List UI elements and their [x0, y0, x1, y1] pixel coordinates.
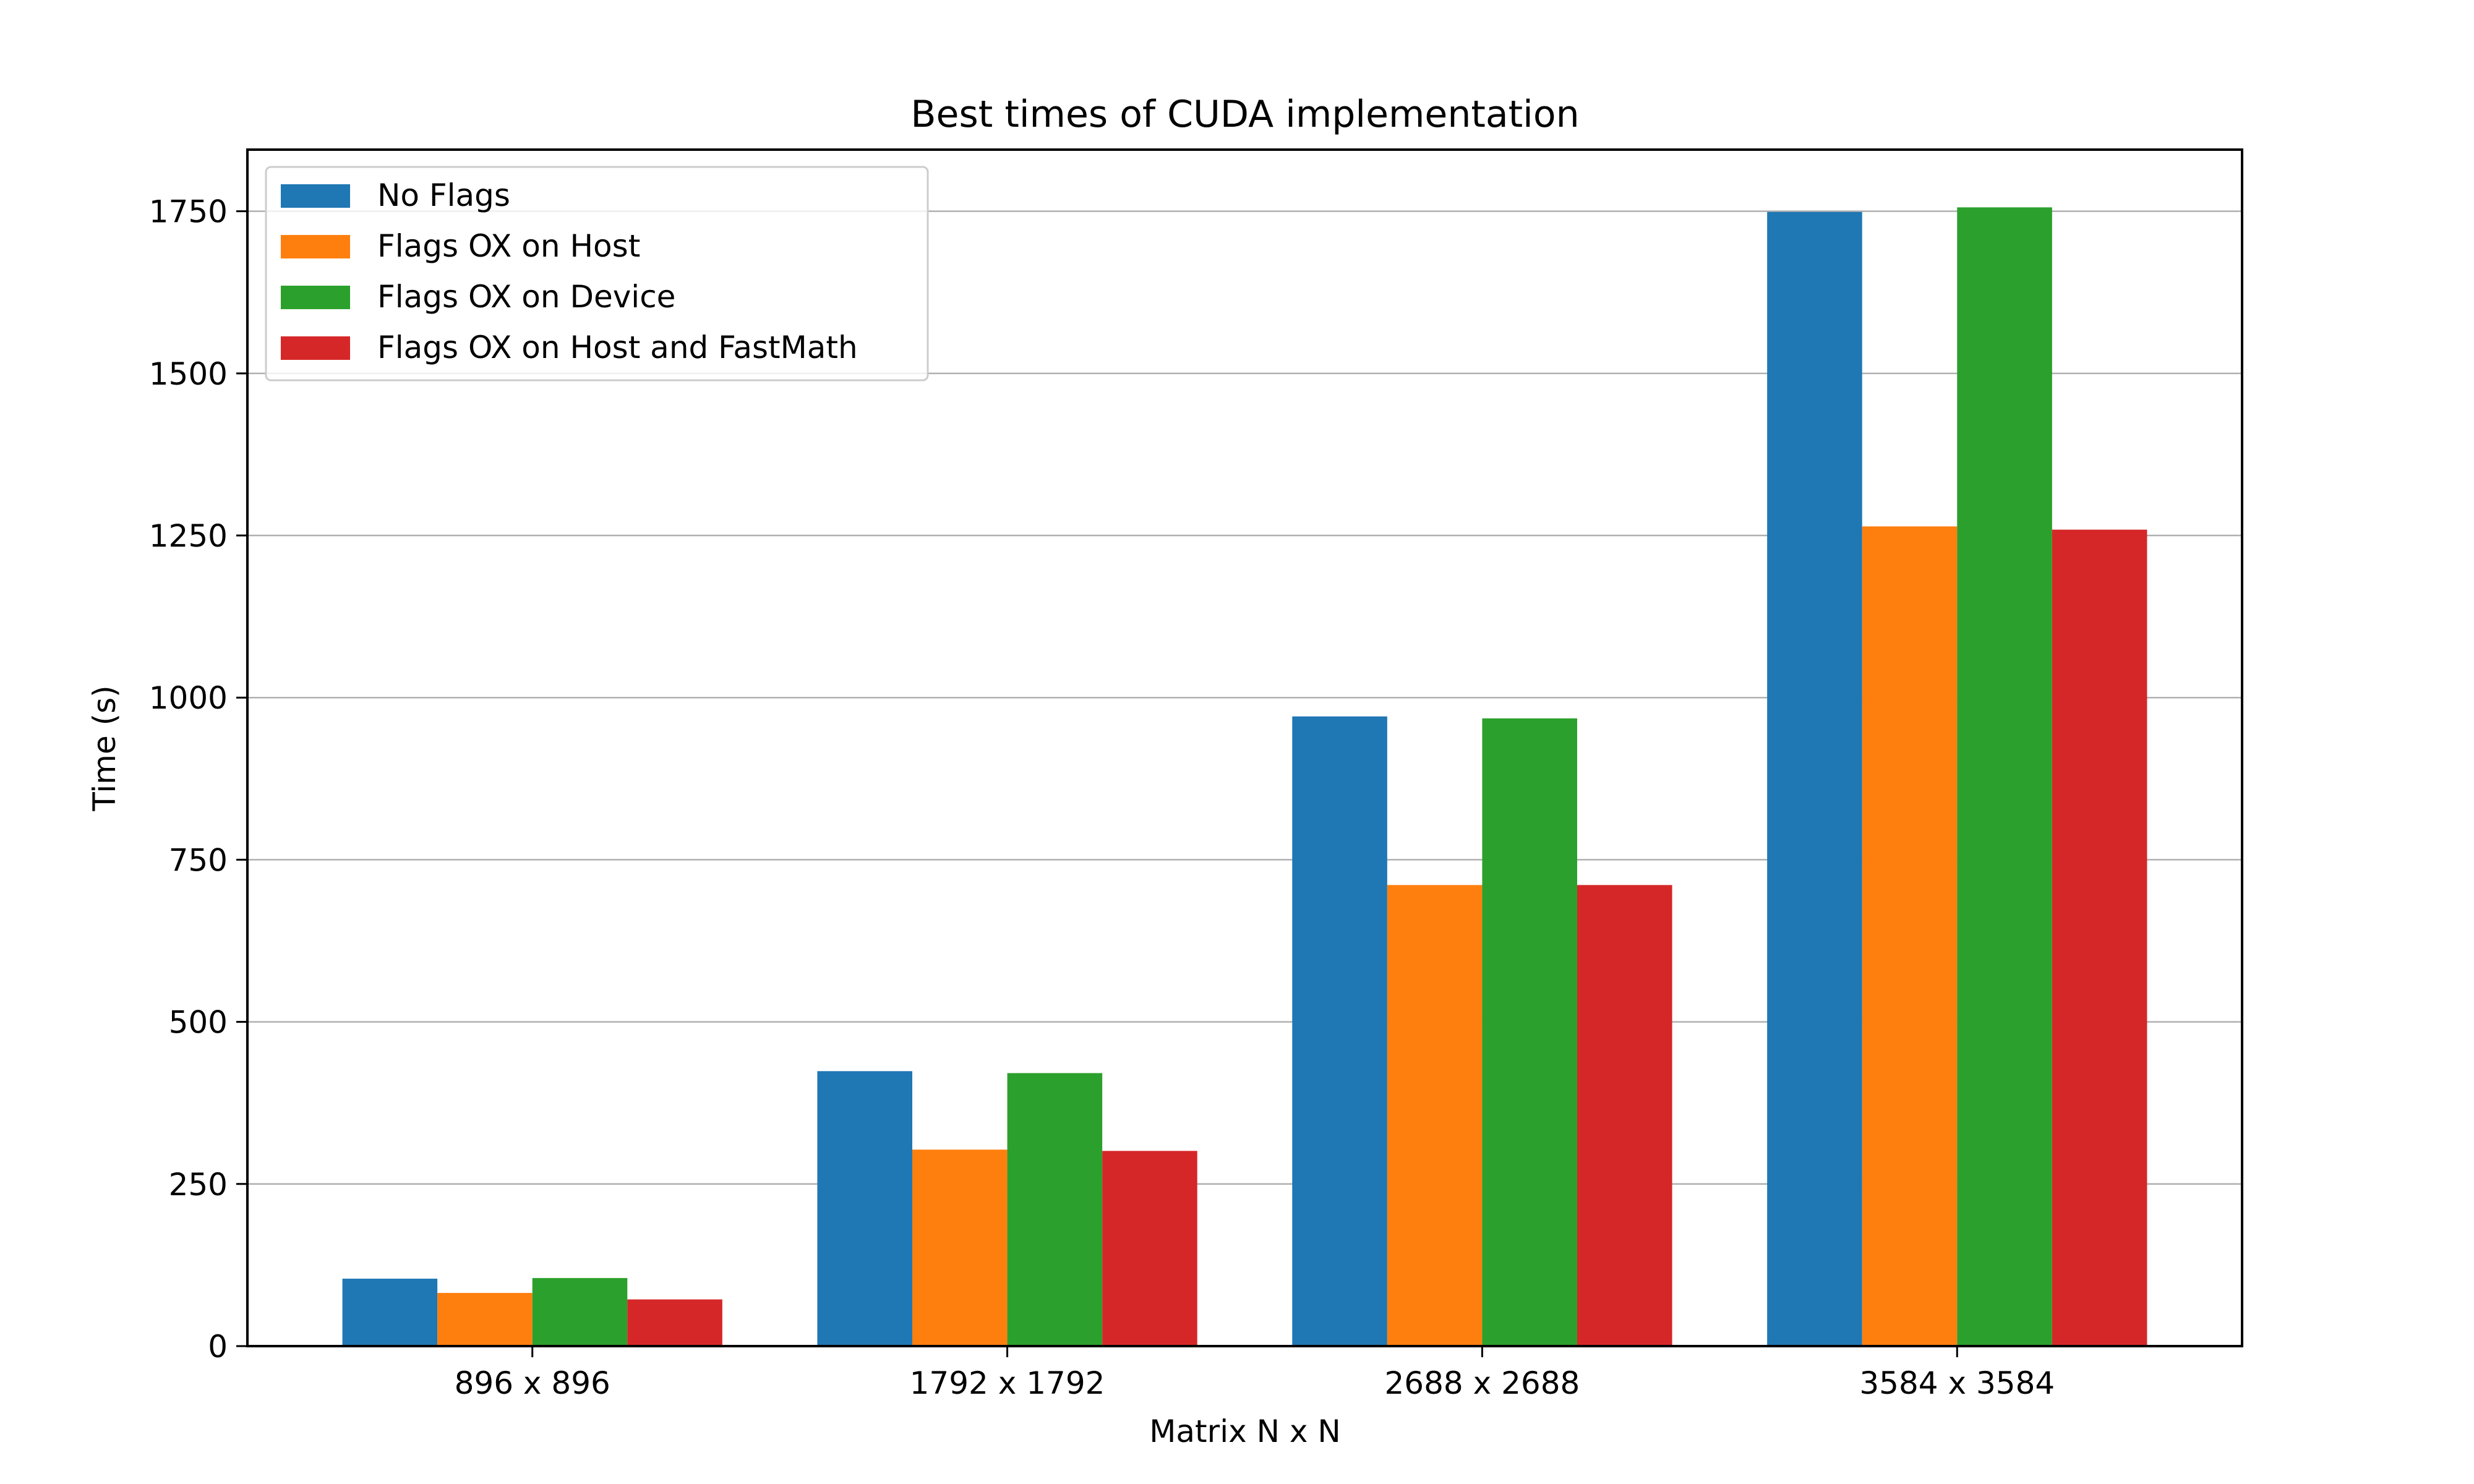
legend-label: Flags OX on Device: [377, 279, 675, 315]
y-tick-label: 1750: [149, 194, 228, 230]
bar-series-2-category-0: [532, 1277, 628, 1346]
legend-label: Flags OX on Host: [377, 228, 640, 264]
y-tick-label: 0: [208, 1329, 228, 1365]
bar-series-3-category-1: [1102, 1151, 1197, 1346]
x-axis-label: Matrix N x N: [1149, 1414, 1341, 1449]
y-axis-label: Time (s): [87, 685, 122, 811]
bar-series-1-category-3: [1862, 526, 1958, 1346]
y-tick-label: 1250: [149, 518, 228, 554]
legend-swatch: [281, 235, 350, 258]
bar-series-1-category-2: [1387, 885, 1483, 1346]
bar-series-3-category-2: [1577, 885, 1672, 1346]
axes: 0 250 500 750 1000 1250 1500 1750 896 x 896 1792 …: [149, 194, 2055, 1401]
bar-series-2-category-1: [1007, 1073, 1103, 1346]
legend-swatch: [281, 286, 350, 309]
bar-series-2-category-3: [1957, 207, 2052, 1347]
y-tick-label: 750: [169, 842, 228, 878]
bars: [342, 207, 2147, 1347]
bar-series-0-category-0: [342, 1278, 438, 1346]
bar-series-3-category-0: [627, 1299, 722, 1346]
x-tick-label: 2688 x 2688: [1384, 1365, 1580, 1401]
chart-title: Best times of CUDA implementation: [910, 93, 1579, 136]
y-tick-label: 250: [169, 1167, 228, 1203]
bar-series-0-category-2: [1292, 716, 1387, 1346]
x-tick-label: 896 x 896: [455, 1365, 610, 1401]
legend-swatch: [281, 184, 350, 208]
y-tick-label: 500: [169, 1005, 228, 1041]
bar-series-0-category-1: [817, 1071, 912, 1346]
bar-series-2-category-2: [1482, 718, 1577, 1346]
bar-series-0-category-3: [1767, 211, 1862, 1347]
x-tick-label: 3584 x 3584: [1859, 1365, 2055, 1401]
legend-label: No Flags: [377, 177, 510, 213]
bar-series-3-category-3: [2052, 529, 2147, 1346]
y-tick-label: 1000: [149, 680, 228, 716]
bar-series-1-category-0: [437, 1293, 533, 1346]
legend-swatch: [281, 336, 350, 360]
y-tick-label: 1500: [149, 356, 228, 392]
bar-series-1-category-1: [912, 1149, 1008, 1346]
legend-box: [265, 166, 929, 382]
legend: No Flags Flags OX on Host Flags OX on Devi…: [265, 166, 929, 382]
plot-frame: [246, 148, 2243, 1347]
x-tick-label: 1792 x 1792: [910, 1365, 1105, 1401]
legend-label: Flags OX on Host and FastMath: [377, 330, 858, 365]
